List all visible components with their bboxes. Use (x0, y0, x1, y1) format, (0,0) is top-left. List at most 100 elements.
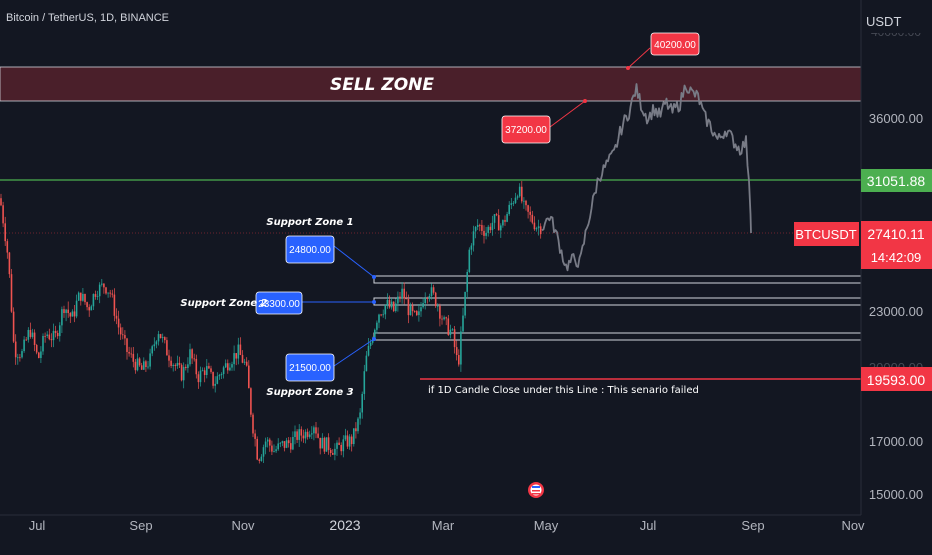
candle-body (376, 322, 378, 330)
price-tag-37200[interactable]: 37200.00 (501, 115, 551, 144)
time-axis-tick-2023: 2023 (329, 517, 360, 533)
candle-body (21, 351, 23, 358)
candle-body (92, 294, 95, 307)
candle-body (239, 344, 242, 355)
candle-body (504, 220, 506, 222)
last-price-label[interactable]: 27410.11 14:42:09 (861, 221, 932, 269)
candle-body (306, 431, 309, 437)
candle-body (212, 371, 214, 386)
candle-body (401, 288, 403, 299)
candle-body (502, 220, 504, 226)
price-tag-21500[interactable]: 21500.00 (285, 353, 335, 382)
candle-body (124, 335, 126, 339)
candle-body (27, 329, 30, 340)
candle-body (254, 433, 256, 439)
candle-body (279, 442, 282, 444)
price-tag-37200-text: 37200.00 (505, 125, 547, 136)
price-tag-21500-text: 21500.00 (289, 363, 331, 374)
invalidation-axis-label[interactable]: 19593.00 (861, 367, 932, 391)
candle-body (86, 302, 88, 308)
candle-body (23, 339, 25, 352)
candle-body (176, 362, 179, 366)
candle-body (418, 311, 420, 316)
candle-body (94, 294, 97, 297)
candle-body (10, 274, 13, 312)
candle-body (485, 232, 487, 236)
candle-body (334, 448, 336, 455)
candle-body (290, 443, 292, 450)
candle-body (214, 383, 216, 386)
ticker-badge[interactable]: BTCUSDT (794, 222, 859, 246)
candle-body (474, 226, 477, 232)
candle-body (386, 299, 389, 305)
candle-body (105, 287, 107, 294)
candle-body (445, 317, 447, 319)
candle-body (264, 441, 267, 448)
candle-body (31, 332, 34, 337)
candle-body (17, 357, 19, 359)
price-tag-24800[interactable]: 24800.00 (285, 235, 335, 264)
candle-body (134, 361, 137, 371)
candle-body (518, 186, 521, 197)
price-axis-header-mask (862, 0, 932, 33)
candle-body (206, 366, 208, 376)
green-level-axis-label[interactable]: 31051.88 (861, 169, 932, 192)
candle-body (296, 431, 298, 440)
candle-body (476, 224, 479, 227)
candle-body (119, 327, 122, 335)
candle-body (493, 214, 496, 223)
candle-body (336, 442, 338, 449)
candle-body (35, 345, 38, 353)
candle-body (195, 358, 198, 375)
candle-body (539, 226, 542, 235)
candle-body (523, 200, 525, 202)
candle-body (157, 334, 160, 342)
candle-body (371, 339, 374, 343)
candle-body (44, 335, 46, 337)
candle-body (229, 367, 231, 371)
green-level-axis-text: 31051.88 (867, 173, 926, 189)
invalidation-note: if 1D Candle Close under this Line : Thi… (428, 385, 699, 396)
candle-body (166, 340, 168, 356)
candle-body (88, 307, 90, 311)
candle-body (252, 414, 254, 434)
candle-body (61, 309, 63, 326)
candle-body (460, 331, 462, 365)
candle-body (342, 439, 345, 452)
candle-body (395, 303, 397, 312)
candle-body (529, 211, 531, 215)
price-tag-40200[interactable]: 40200.00 (650, 32, 700, 56)
candle-body (407, 299, 410, 316)
candle-body (71, 311, 74, 317)
candle-body (392, 301, 395, 312)
time-axis-panel[interactable] (0, 515, 932, 550)
tag-40200-anchor (626, 66, 630, 70)
candle-body (449, 329, 452, 336)
candle-body (527, 205, 529, 212)
candle-body (380, 314, 382, 316)
candle-body (302, 435, 305, 439)
candle-body (59, 325, 61, 337)
candle-body (233, 353, 235, 365)
tag-40200-leader (627, 47, 651, 69)
candle-body (220, 374, 223, 376)
candle-body (182, 366, 185, 381)
candle-body (147, 366, 149, 368)
candle-body (388, 299, 391, 308)
candle-body (491, 222, 494, 231)
time-axis-tick-sep: Sep (129, 518, 152, 533)
symbol-title[interactable]: Bitcoin / TetherUS, 1D, BINANCE (6, 12, 169, 24)
price-axis-tick-36000: 36000.00 (869, 111, 923, 126)
candle-body (275, 449, 277, 452)
candle-body (237, 344, 240, 359)
price-tag-23300[interactable]: 23300.00 (255, 291, 303, 315)
candle-body (271, 445, 273, 452)
candle-body (29, 329, 32, 337)
candle-body (243, 361, 246, 363)
candle-body (46, 334, 48, 336)
candle-body (292, 436, 294, 450)
candle-body (466, 271, 468, 292)
sell-zone-box[interactable] (0, 66, 862, 102)
